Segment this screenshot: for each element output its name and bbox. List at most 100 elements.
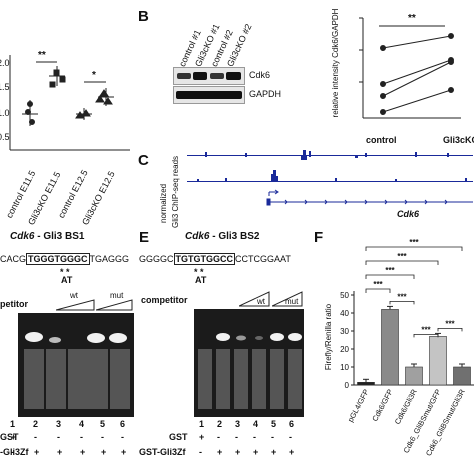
panel-c-tracks (187, 150, 473, 206)
panel-d-lane-5: 6 (120, 419, 126, 429)
panel-e-stars: * * (194, 267, 204, 277)
panel-f-sig: *** (445, 319, 455, 328)
panel-e-title-gene: Cdk6 (185, 231, 210, 242)
panel-e-lane-5: 6 (289, 419, 295, 429)
panel-e-lane-1: 2 (217, 419, 223, 429)
panel-b-ylabel: relative intensity Cdk6/GAPDH (331, 8, 340, 118)
panel-d-row1-label: GST (0, 432, 19, 442)
panel-a-sig-1: ** (38, 50, 46, 61)
panel-d-title-gene: Cdk6 (10, 231, 35, 242)
panel-d-r2s1: + (34, 447, 40, 457)
panel-d-lane-3: 4 (79, 419, 85, 429)
panel-e-r1s2: - (235, 432, 238, 442)
panel-e-lane-2: 3 (235, 419, 241, 429)
panel-e-seq-right: CCTCGGAAT (235, 254, 291, 264)
panel-b-xlabel-0: control (366, 135, 397, 145)
panel-e-row2-label: GST-Gli3Zf (139, 447, 186, 457)
panel-f-ytick-label: 10 (340, 363, 349, 372)
panel-d-wedge-mut (96, 299, 133, 311)
panel-e-lane-0: 1 (199, 419, 205, 429)
panel-b-plot (359, 17, 461, 119)
panel-a-dots (22, 66, 114, 126)
panel-f-sig: *** (397, 292, 407, 301)
panel-b-blot-gapdh (173, 86, 245, 104)
panel-e-r2s5: + (289, 447, 295, 457)
panel-a-ytick-1: 1.5 (0, 82, 10, 92)
panel-e-r1s1: - (217, 432, 220, 442)
panel-a-ytick-3: 0.5 (0, 132, 10, 142)
panel-d-r1s5: - (121, 432, 124, 442)
panel-c-ylabel-2: Gli3 ChIP-seq reads (171, 155, 180, 228)
panel-e-r2s3: + (253, 447, 259, 457)
panel-e-seq-box: TGTGTGGCC (173, 253, 236, 265)
panel-b-band-cdk6: Cdk6 (249, 70, 271, 80)
panel-d-lane-2: 3 (56, 419, 62, 429)
panel-d-r1s4: - (101, 432, 104, 442)
panel-a-ytick-0: 2.0 (0, 58, 10, 68)
panel-d-lane-4: 5 (100, 419, 106, 429)
panel-e-title: Cdk6 - Gli3 BS2 (185, 231, 259, 242)
panel-a-plot (9, 55, 130, 151)
panel-d-r2s0: - (11, 447, 14, 457)
panel-f-letter: F (314, 229, 324, 246)
panel-f-ytick-label: 50 (340, 291, 349, 300)
panel-c-letter: C (138, 152, 149, 169)
panel-f-sig: *** (397, 252, 407, 261)
panel-d-seq-box: TGGGTGGGC (26, 253, 90, 265)
panel-f-ytick-label: 30 (340, 327, 349, 336)
panel-e: E Cdk6 - Gli3 BS2 GGGGC TGTGTGGCC CCTCGGAA… (135, 225, 310, 474)
panel-e-competitor: competitor (141, 295, 188, 305)
panel-f-bracket (437, 328, 463, 332)
panel-e-wt: wt (257, 297, 265, 306)
panel-e-letter: E (139, 229, 150, 246)
panel-d-r1s0: + (11, 432, 17, 442)
panel-e-seq-left: GGGGC (139, 254, 174, 264)
panel-f-bar (357, 382, 375, 386)
panel-f-xlabel: Cdk6/Gli3R (393, 387, 419, 426)
panel-f-bracket (365, 260, 439, 265)
panel-f-bracket (365, 288, 391, 293)
panel-d-title-rest: - Gli3 BS1 (34, 231, 85, 242)
panel-c: C normalized Gli3 ChIP-seq reads Cdk6 (135, 150, 474, 228)
panel-d-competitor: petitor (0, 299, 28, 309)
panel-e-gel (194, 309, 304, 417)
panel-c-ylabel-1: normalized (159, 183, 168, 223)
panel-e-wedge-mut (272, 291, 303, 307)
panel-d-sequence: CACG TGGGTGGGC TGAGGG (0, 253, 129, 265)
panel-d-seq-right: TGAGGG (89, 254, 130, 264)
panel-e-r2s1: + (217, 447, 223, 457)
panel-d-wedge-wt (56, 299, 95, 311)
panel-d-mut: AT (61, 275, 73, 285)
panel-e-wedge-wt (239, 291, 270, 307)
panel-e-r1s3: - (253, 432, 256, 442)
panel-d-gel (18, 313, 134, 417)
panel-d-wt: wt (70, 291, 78, 300)
panel-f-sig: *** (385, 266, 395, 275)
panel-d: Cdk6 - Gli3 BS1 CACG TGGGTGGGC TGAGGG * * … (0, 225, 135, 474)
panel-d-stars: * * (60, 267, 70, 277)
panel-e-mut: AT (195, 275, 207, 285)
panel-e-r2s2: + (235, 447, 241, 457)
panel-b: B control #1 Gli3cKO #1 control #2 Gli3c… (135, 0, 474, 150)
panel-d-r2s5: + (121, 447, 127, 457)
panel-f-bar (381, 309, 399, 386)
panel-d-r2s3: + (80, 447, 86, 457)
panel-e-r1s4: - (271, 432, 274, 442)
panel-a-sig-2: * (92, 70, 96, 81)
panel-f: F Firefly/Renilla ratio 50 40 30 20 10 0 pGL4/… (310, 225, 474, 474)
panel-d-r1s2: - (57, 432, 60, 442)
panel-f-bracket (413, 334, 439, 338)
panel-e-lane-3: 4 (253, 419, 259, 429)
panel-e-r1s5: - (289, 432, 292, 442)
panel-d-lane-1: 2 (33, 419, 39, 429)
panel-d-lane-0: 1 (10, 419, 16, 429)
panel-f-bracket (365, 246, 463, 251)
panel-f-xlabel: Cdk6/GFP (370, 388, 394, 423)
panel-b-blot-cdk6 (173, 67, 245, 85)
panel-d-title: Cdk6 - Gli3 BS1 (10, 231, 84, 242)
panel-f-bracket (389, 301, 415, 305)
panel-e-r2s4: + (271, 447, 277, 457)
panel-e-mutlabel: mut (285, 297, 299, 306)
panel-f-ytick-label: 20 (340, 345, 349, 354)
panel-b-band-gapdh: GAPDH (249, 89, 282, 99)
